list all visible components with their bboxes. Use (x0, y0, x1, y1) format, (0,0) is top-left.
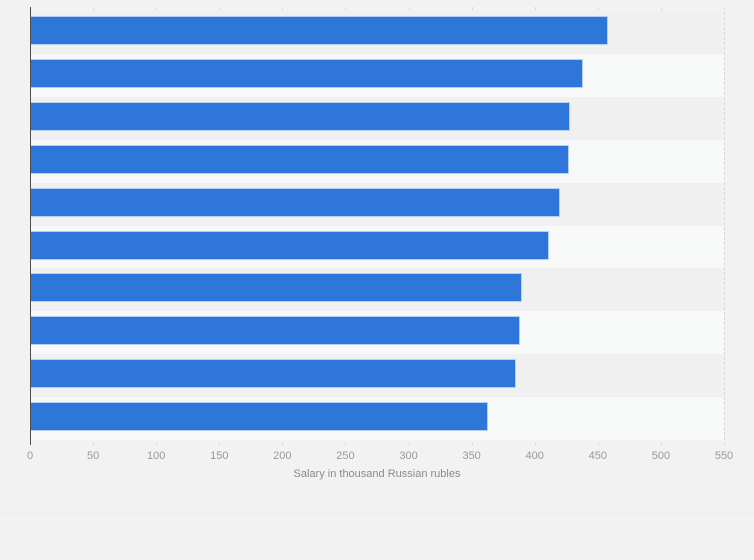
row-band (30, 53, 724, 97)
bar[interactable] (30, 101, 571, 131)
gridline (724, 7, 725, 445)
row-band (30, 311, 724, 355)
x-tick-label: 300 (399, 450, 418, 462)
x-tick-label: 350 (462, 450, 481, 462)
x-axis-tick-labels: 0 50 100 150 200 250 300 350 400 450 500 550 (26, 449, 733, 463)
bar[interactable] (30, 16, 608, 45)
row-band (30, 268, 724, 312)
bar[interactable] (30, 58, 583, 88)
bar[interactable] (30, 359, 516, 389)
x-tick-label: 450 (588, 450, 607, 462)
row-band (30, 225, 724, 269)
bar[interactable] (30, 187, 560, 217)
bar[interactable] (30, 316, 520, 346)
x-axis-title: Salary in thousand Russian rubles (293, 468, 461, 480)
row-band (30, 182, 724, 226)
bar[interactable] (30, 144, 569, 174)
row-band (30, 397, 724, 441)
bar[interactable] (30, 273, 523, 303)
plot-area (30, 7, 725, 445)
x-tick-label: 200 (273, 450, 292, 462)
bar-rows (30, 11, 724, 441)
footer-divider (0, 513, 754, 514)
row-band (30, 96, 724, 140)
x-tick-label: 500 (651, 450, 671, 462)
row-band (30, 139, 724, 183)
x-tick-label: 550 (714, 450, 734, 462)
x-tick-label: 0 (26, 450, 34, 462)
row-band (30, 11, 724, 54)
row-band (30, 354, 724, 398)
bar[interactable] (30, 402, 489, 432)
x-tick-label: 150 (210, 450, 229, 462)
x-tick-label: 250 (336, 450, 355, 462)
x-tick-label: 400 (525, 450, 544, 462)
x-tick-label: 50 (86, 450, 100, 462)
y-axis-line (30, 7, 31, 445)
bar[interactable] (30, 230, 549, 260)
x-tick-label: 100 (146, 450, 166, 462)
